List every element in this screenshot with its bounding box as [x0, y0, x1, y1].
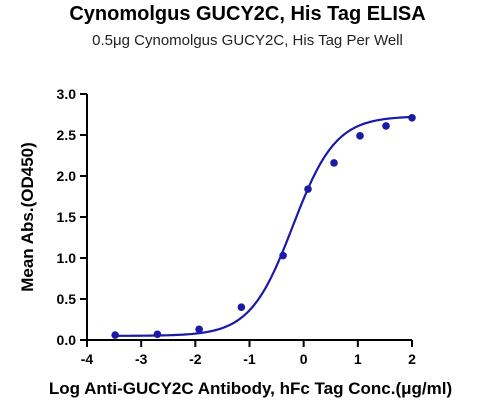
y-tick-label: 0.5	[57, 291, 77, 307]
data-point	[153, 330, 162, 339]
y-tick-label: 2.5	[57, 127, 77, 143]
y-axis-title: Mean Abs.(OD450)	[18, 142, 37, 292]
x-tick-label: 1	[354, 351, 362, 367]
tick-labels: -4 -3 -2 -1 0 1 2 0.0 0.5 1.0 1.5 2.0 2.5 3.0	[57, 86, 417, 367]
x-tick-label: 2	[408, 351, 416, 367]
data-point	[408, 113, 416, 122]
axes	[86, 94, 412, 341]
x-tick-label: -1	[243, 351, 256, 367]
x-tick-label: -2	[189, 351, 202, 367]
data-points	[111, 113, 416, 339]
x-tick-label: -3	[135, 351, 148, 367]
chart-subtitle: 0.5μg Cynomolgus GUCY2C, His Tag Per Wel…	[92, 32, 403, 49]
data-point	[111, 331, 119, 339]
y-tick-label: 2.0	[57, 168, 77, 184]
y-tick-label: 1.0	[57, 250, 77, 266]
x-axis-title: Log Anti-GUCY2C Antibody, hFc Tag Conc.(…	[49, 379, 452, 398]
chart-title: Cynomolgus GUCY2C, His Tag ELISA	[69, 3, 426, 25]
data-point	[237, 303, 246, 312]
fit-curve	[115, 115, 413, 337]
data-point	[304, 185, 312, 193]
x-tick-label: -4	[81, 351, 94, 367]
data-point	[382, 122, 390, 130]
y-tick-label: 3.0	[57, 86, 77, 102]
data-point	[279, 251, 287, 260]
data-point	[195, 325, 203, 334]
x-tick-label: 0	[300, 351, 308, 367]
data-point	[356, 132, 364, 140]
y-tick-label: 0.0	[57, 332, 77, 348]
ticks	[80, 93, 413, 347]
data-point	[330, 159, 338, 167]
y-tick-label: 1.5	[57, 209, 77, 225]
